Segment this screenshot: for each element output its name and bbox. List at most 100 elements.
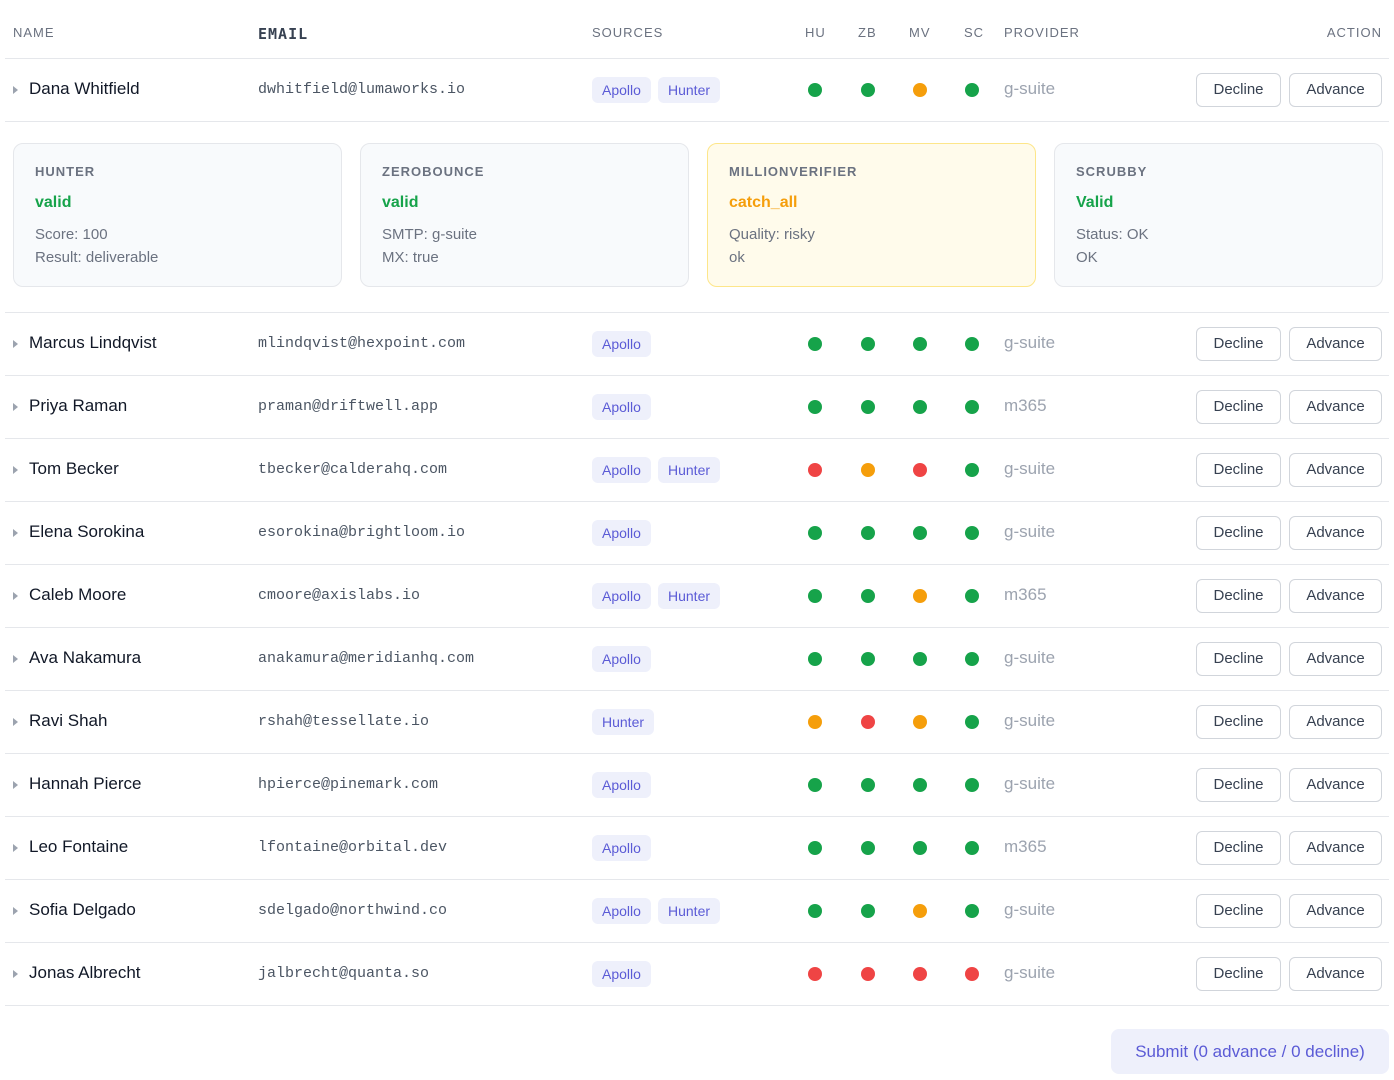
expand-toggle[interactable] <box>13 466 18 474</box>
verifier-card: MILLIONVERIFIER catch_all Quality: risky ok <box>707 143 1036 287</box>
source-tag: Apollo <box>592 646 651 672</box>
status-dot <box>808 400 822 414</box>
decline-button[interactable]: Decline <box>1196 516 1281 550</box>
verifier-card: HUNTER valid Score: 100 Result: deliverable <box>13 143 342 287</box>
verifier-card: SCRUBBY Valid Status: OK OK <box>1054 143 1383 287</box>
decline-button[interactable]: Decline <box>1196 768 1281 802</box>
expand-toggle[interactable] <box>13 970 18 978</box>
status-dot <box>913 715 927 729</box>
card-line: OK <box>1076 249 1098 266</box>
expand-toggle[interactable] <box>13 781 18 789</box>
card-line: Score: 100 <box>35 226 108 243</box>
advance-button[interactable]: Advance <box>1289 516 1382 550</box>
status-dot <box>965 526 979 540</box>
row-name: Ravi Shah <box>29 711 108 730</box>
row-provider: g-suite <box>1004 648 1056 667</box>
row-provider: g-suite <box>1004 333 1056 352</box>
expand-toggle[interactable] <box>13 907 18 915</box>
source-tag: Apollo <box>592 457 651 483</box>
status-dot <box>965 841 979 855</box>
decline-button[interactable]: Decline <box>1196 894 1281 928</box>
source-tag: Apollo <box>592 583 651 609</box>
advance-button[interactable]: Advance <box>1289 453 1382 487</box>
decline-button[interactable]: Decline <box>1196 327 1281 361</box>
decline-button[interactable]: Decline <box>1196 390 1281 424</box>
row-name: Dana Whitfield <box>29 79 140 98</box>
source-tag: Apollo <box>592 961 651 987</box>
status-dot <box>861 526 875 540</box>
decline-button[interactable]: Decline <box>1196 705 1281 739</box>
row-name: Caleb Moore <box>29 585 127 604</box>
card-title: MILLIONVERIFIER <box>729 164 858 179</box>
advance-button[interactable]: Advance <box>1289 831 1382 865</box>
decline-button[interactable]: Decline <box>1196 453 1281 487</box>
status-dot <box>861 337 875 351</box>
column-header: NAME <box>13 25 55 40</box>
expand-toggle[interactable] <box>13 86 18 94</box>
row-provider: g-suite <box>1004 963 1056 982</box>
status-dot <box>808 778 822 792</box>
status-dot <box>808 589 822 603</box>
expand-toggle[interactable] <box>13 529 18 537</box>
status-dot <box>913 526 927 540</box>
status-dot <box>913 400 927 414</box>
card-title: SCRUBBY <box>1076 164 1148 179</box>
decline-button[interactable]: Decline <box>1196 831 1281 865</box>
status-dot <box>861 841 875 855</box>
decline-button[interactable]: Decline <box>1196 642 1281 676</box>
row-name: Priya Raman <box>29 396 128 415</box>
row-divider <box>5 564 1389 565</box>
status-dot <box>808 904 822 918</box>
row-email: dwhitfield@lumaworks.io <box>258 81 466 98</box>
advance-button[interactable]: Advance <box>1289 705 1382 739</box>
advance-button[interactable]: Advance <box>1289 579 1382 613</box>
expand-toggle[interactable] <box>13 592 18 600</box>
source-tag: Apollo <box>592 77 651 103</box>
row-provider: m365 <box>1004 396 1047 415</box>
row-divider <box>5 816 1389 817</box>
advance-button[interactable]: Advance <box>1289 894 1382 928</box>
row-divider <box>5 501 1389 502</box>
advance-button[interactable]: Advance <box>1289 73 1382 107</box>
row-provider: g-suite <box>1004 774 1056 793</box>
row-provider: m365 <box>1004 837 1047 856</box>
column-header: SOURCES <box>592 25 664 40</box>
row-name: Sofia Delgado <box>29 900 136 919</box>
status-dot <box>861 589 875 603</box>
decline-button[interactable]: Decline <box>1196 73 1281 107</box>
status-dot <box>965 589 979 603</box>
status-dot <box>861 904 875 918</box>
expand-toggle[interactable] <box>13 844 18 852</box>
advance-button[interactable]: Advance <box>1289 390 1382 424</box>
source-tag: Apollo <box>592 331 651 357</box>
advance-button[interactable]: Advance <box>1289 768 1382 802</box>
status-dot <box>965 400 979 414</box>
status-dot <box>965 463 979 477</box>
row-divider <box>5 1005 1389 1006</box>
expand-toggle[interactable] <box>13 340 18 348</box>
card-line: MX: true <box>382 249 439 266</box>
submit-button[interactable]: Submit (0 advance / 0 decline) <box>1111 1029 1389 1074</box>
row-email: rshah@tessellate.io <box>258 713 430 730</box>
advance-button[interactable]: Advance <box>1289 957 1382 991</box>
source-tag: Apollo <box>592 772 651 798</box>
status-dot <box>861 967 875 981</box>
status-dot <box>965 715 979 729</box>
decline-button[interactable]: Decline <box>1196 579 1281 613</box>
status-dot <box>965 652 979 666</box>
expand-toggle[interactable] <box>13 718 18 726</box>
row-name: Marcus Lindqvist <box>29 333 157 352</box>
status-dot <box>808 967 822 981</box>
row-name: Jonas Albrecht <box>29 963 141 982</box>
status-dot <box>965 967 979 981</box>
status-dot <box>861 463 875 477</box>
advance-button[interactable]: Advance <box>1289 642 1382 676</box>
advance-button[interactable]: Advance <box>1289 327 1382 361</box>
status-dot <box>808 83 822 97</box>
row-name: Tom Becker <box>29 459 119 478</box>
card-title: ZEROBOUNCE <box>382 164 485 179</box>
card-line: Result: deliverable <box>35 249 159 266</box>
expand-toggle[interactable] <box>13 403 18 411</box>
decline-button[interactable]: Decline <box>1196 957 1281 991</box>
expand-toggle[interactable] <box>13 655 18 663</box>
